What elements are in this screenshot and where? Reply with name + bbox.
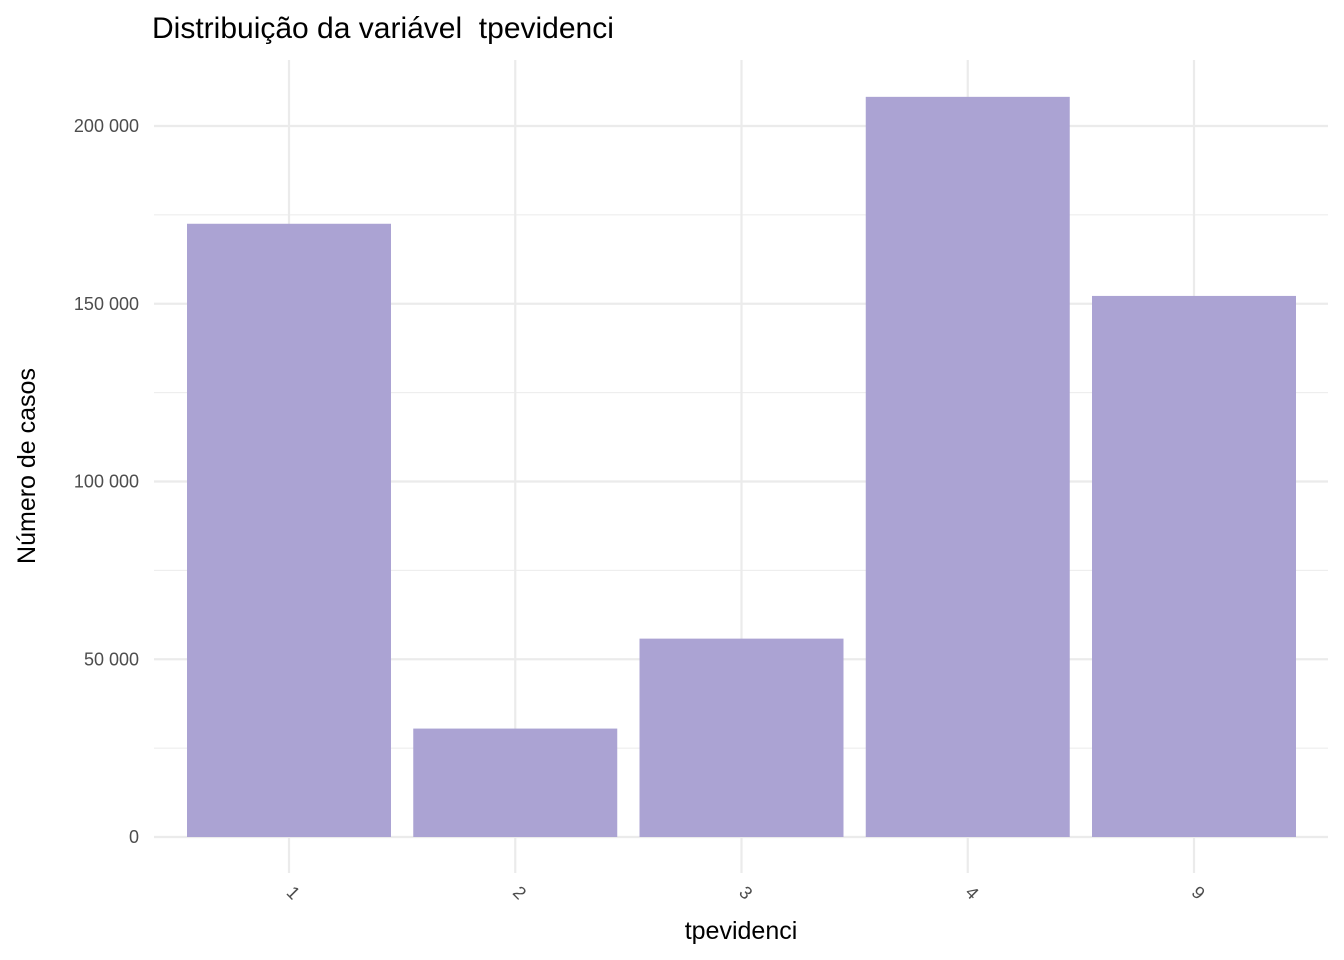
y-tick-label: 150 000 xyxy=(74,294,139,314)
x-axis-title: tpevidenci xyxy=(685,917,798,945)
bar-2 xyxy=(413,728,618,837)
chart-title: Distribuição da variável tpevidenci xyxy=(152,12,614,45)
y-tick-label: 100 000 xyxy=(74,472,139,492)
bar-3 xyxy=(639,638,844,837)
y-tick-label: 200 000 xyxy=(74,116,139,136)
y-tick-label: 50 000 xyxy=(84,649,139,669)
bar-4 xyxy=(865,96,1070,837)
y-axis-title: Número de casos xyxy=(13,368,41,564)
bars xyxy=(187,96,1296,838)
y-tick-label: 0 xyxy=(129,827,139,847)
y-axis-ticks: 0 50 000 100 000 150 000 200 000 xyxy=(74,116,139,847)
bar-9 xyxy=(1092,295,1296,838)
bar-1 xyxy=(187,223,391,837)
